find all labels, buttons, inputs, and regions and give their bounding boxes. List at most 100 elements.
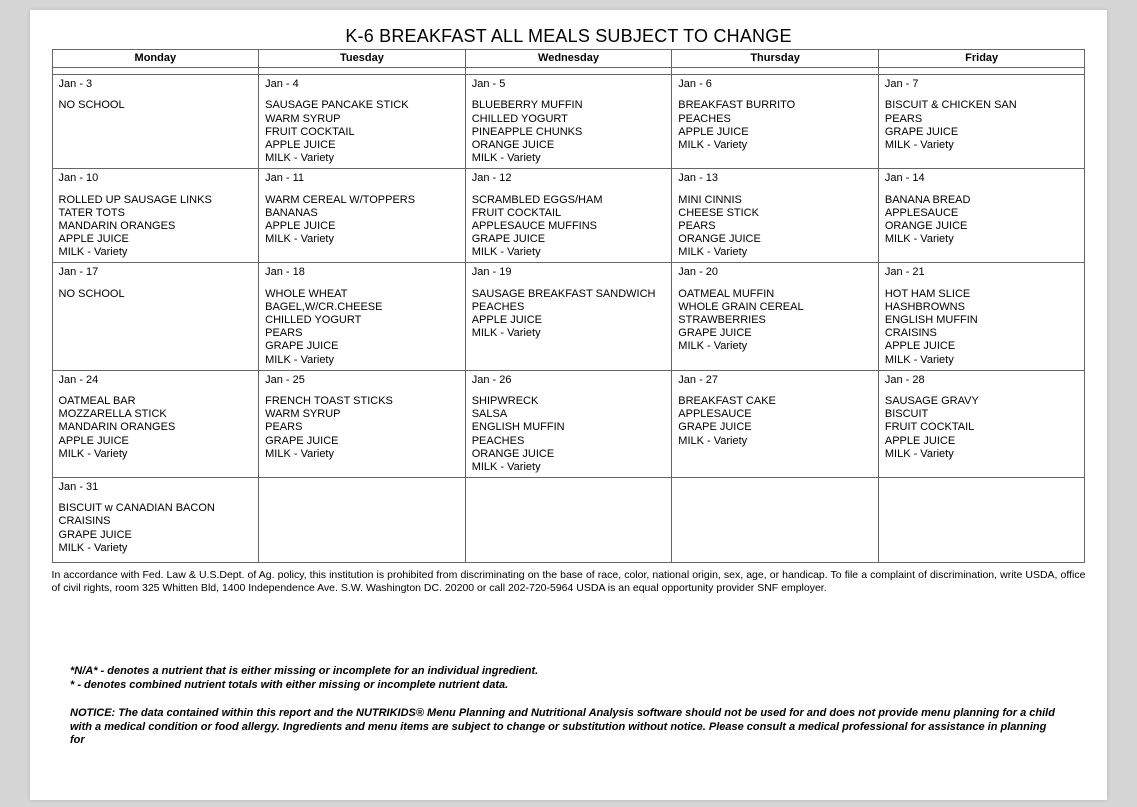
menu-cell: Jan - 12SCRAMBLED EGGS/HAMFRUIT COCKTAIL… xyxy=(465,169,672,263)
menu-item: APPLE JUICE xyxy=(59,435,253,448)
menu-cell: Jan - 14BANANA BREADAPPLESAUCEORANGE JUI… xyxy=(878,169,1085,263)
menu-item: APPLESAUCE xyxy=(678,408,872,421)
menu-item: MILK - Variety xyxy=(472,461,666,474)
menu-item: MILK - Variety xyxy=(59,542,253,555)
menu-item: APPLE JUICE xyxy=(265,220,459,233)
menu-item: MILK - Variety xyxy=(678,246,872,259)
menu-cell: Jan - 25FRENCH TOAST STICKSWARM SYRUPPEA… xyxy=(259,370,466,477)
menu-item: APPLESAUCE xyxy=(885,207,1079,220)
cell-date: Jan - 5 xyxy=(472,78,666,91)
menu-item: GRAPE JUICE xyxy=(59,529,253,542)
menu-cell: Jan - 4SAUSAGE PANCAKE STICKWARM SYRUPFR… xyxy=(259,75,466,169)
menu-item: SHIPWRECK xyxy=(472,395,666,408)
menu-item: SALSA xyxy=(472,408,666,421)
menu-item: SAUSAGE PANCAKE STICK xyxy=(265,99,459,112)
menu-item: NO SCHOOL xyxy=(59,99,253,112)
column-header: Wednesday xyxy=(465,50,672,68)
na-note-1: *N/A* - denotes a nutrient that is eithe… xyxy=(70,665,1061,679)
menu-cell xyxy=(672,478,879,563)
menu-item: MANDARIN ORANGES xyxy=(59,421,253,434)
cell-items: BANANA BREADAPPLESAUCEORANGE JUICEMILK -… xyxy=(885,194,1079,247)
menu-cell: Jan - 21HOT HAM SLICEHASHBROWNSENGLISH M… xyxy=(878,263,1085,370)
cell-items: MINI CINNISCHEESE STICKPEARSORANGE JUICE… xyxy=(678,194,872,260)
menu-item: ENGLISH MUFFIN xyxy=(472,421,666,434)
table-row: Jan - 10ROLLED UP SAUSAGE LINKSTATER TOT… xyxy=(52,169,1085,263)
menu-cell: Jan - 7BISCUIT & CHICKEN SANPEARSGRAPE J… xyxy=(878,75,1085,169)
table-body: Jan - 3NO SCHOOLJan - 4SAUSAGE PANCAKE S… xyxy=(52,68,1085,563)
table-row: Jan - 17NO SCHOOLJan - 18WHOLE WHEATBAGE… xyxy=(52,263,1085,370)
menu-item: MILK - Variety xyxy=(885,448,1079,461)
cell-date: Jan - 13 xyxy=(678,172,872,185)
menu-item: APPLE JUICE xyxy=(265,139,459,152)
document-page: K-6 BREAKFAST ALL MEALS SUBJECT TO CHANG… xyxy=(30,10,1107,800)
table-row: Jan - 31 BISCUIT w CANADIAN BACONCRAISINS… xyxy=(52,478,1085,563)
menu-item: PEARS xyxy=(265,421,459,434)
menu-item: BISCUIT xyxy=(885,408,1079,421)
menu-item: APPLE JUICE xyxy=(678,126,872,139)
na-note-2: * - denotes combined nutrient totals wit… xyxy=(70,679,1061,693)
menu-item: PEACHES xyxy=(472,301,666,314)
menu-cell: Jan - 31 BISCUIT w CANADIAN BACONCRAISINS… xyxy=(52,478,259,563)
menu-item: MILK - Variety xyxy=(265,233,459,246)
table-header: MondayTuesdayWednesdayThursdayFriday xyxy=(52,50,1085,68)
menu-item: CHEESE STICK xyxy=(678,207,872,220)
menu-item: MILK - Variety xyxy=(678,139,872,152)
menu-cell: Jan - 10ROLLED UP SAUSAGE LINKSTATER TOT… xyxy=(52,169,259,263)
menu-item: ENGLISH MUFFIN xyxy=(885,314,1079,327)
cell-items: SAUSAGE GRAVYBISCUITFRUIT COCKTAILAPPLE … xyxy=(885,395,1079,461)
cell-date: Jan - 7 xyxy=(885,78,1079,91)
menu-cell xyxy=(259,478,466,563)
menu-item: MILK - Variety xyxy=(885,354,1079,367)
cell-date: Jan - 6 xyxy=(678,78,872,91)
menu-item: FRUIT COCKTAIL xyxy=(265,126,459,139)
menu-item: PEARS xyxy=(265,327,459,340)
menu-item: MILK - Variety xyxy=(678,435,872,448)
table-row: Jan - 3NO SCHOOLJan - 4SAUSAGE PANCAKE S… xyxy=(52,75,1085,169)
menu-item: APPLE JUICE xyxy=(59,233,253,246)
menu-cell: Jan - 19SAUSAGE BREAKFAST SANDWICHPEACHE… xyxy=(465,263,672,370)
menu-item: WARM CEREAL W/TOPPERS xyxy=(265,194,459,207)
menu-item: MANDARIN ORANGES xyxy=(59,220,253,233)
cell-items: OATMEAL BARMOZZARELLA STICKMANDARIN ORAN… xyxy=(59,395,253,461)
cell-items: OATMEAL MUFFINWHOLE GRAIN CEREALSTRAWBER… xyxy=(678,288,872,354)
cell-date: Jan - 31 xyxy=(59,481,253,494)
menu-item: CHILLED YOGURT xyxy=(265,314,459,327)
menu-cell: Jan - 18WHOLE WHEATBAGEL,W/CR.CHEESECHIL… xyxy=(259,263,466,370)
menu-item: TATER TOTS xyxy=(59,207,253,220)
cell-items: SAUSAGE PANCAKE STICKWARM SYRUPFRUIT COC… xyxy=(265,99,459,165)
menu-cell: Jan - 5BLUEBERRY MUFFINCHILLED YOGURTPIN… xyxy=(465,75,672,169)
menu-cell xyxy=(465,478,672,563)
menu-item: BLUEBERRY MUFFIN xyxy=(472,99,666,112)
menu-item: HOT HAM SLICE xyxy=(885,288,1079,301)
menu-item: SAUSAGE BREAKFAST SANDWICH xyxy=(472,288,666,301)
menu-item: FRENCH TOAST STICKS xyxy=(265,395,459,408)
menu-item: BANANAS xyxy=(265,207,459,220)
cell-items: WHOLE WHEATBAGEL,W/CR.CHEESECHILLED YOGU… xyxy=(265,288,459,367)
menu-item: WHOLE GRAIN CEREAL xyxy=(678,301,872,314)
spacer-row xyxy=(52,68,1085,75)
menu-cell: Jan - 11WARM CEREAL W/TOPPERSBANANASAPPL… xyxy=(259,169,466,263)
cell-items: BREAKFAST BURRITOPEACHESAPPLE JUICEMILK … xyxy=(678,99,872,152)
cell-items: NO SCHOOL xyxy=(59,99,253,112)
menu-item: FRUIT COCKTAIL xyxy=(472,207,666,220)
menu-cell: Jan - 13 MINI CINNISCHEESE STICKPEARSORAN… xyxy=(672,169,879,263)
column-header: Thursday xyxy=(672,50,879,68)
menu-item: CRAISINS xyxy=(885,327,1079,340)
cell-items: BISCUIT w CANADIAN BACONCRAISINSGRAPE JU… xyxy=(59,502,253,555)
menu-item: GRAPE JUICE xyxy=(885,126,1079,139)
menu-item: CRAISINS xyxy=(59,515,253,528)
menu-item: BISCUIT w CANADIAN BACON xyxy=(59,502,253,515)
menu-item: PEACHES xyxy=(678,113,872,126)
menu-item: APPLE JUICE xyxy=(885,435,1079,448)
menu-item: MILK - Variety xyxy=(885,139,1079,152)
menu-item: MILK - Variety xyxy=(59,448,253,461)
cell-items: FRENCH TOAST STICKSWARM SYRUPPEARSGRAPE … xyxy=(265,395,459,461)
menu-item: MILK - Variety xyxy=(472,327,666,340)
cell-items: SCRAMBLED EGGS/HAMFRUIT COCKTAILAPPLESAU… xyxy=(472,194,666,260)
nutrient-notes: *N/A* - denotes a nutrient that is eithe… xyxy=(70,665,1061,693)
menu-table: MondayTuesdayWednesdayThursdayFriday Jan… xyxy=(52,49,1086,563)
menu-item: NO SCHOOL xyxy=(59,288,253,301)
menu-item: WARM SYRUP xyxy=(265,408,459,421)
menu-item: STRAWBERRIES xyxy=(678,314,872,327)
menu-item: ORANGE JUICE xyxy=(678,233,872,246)
